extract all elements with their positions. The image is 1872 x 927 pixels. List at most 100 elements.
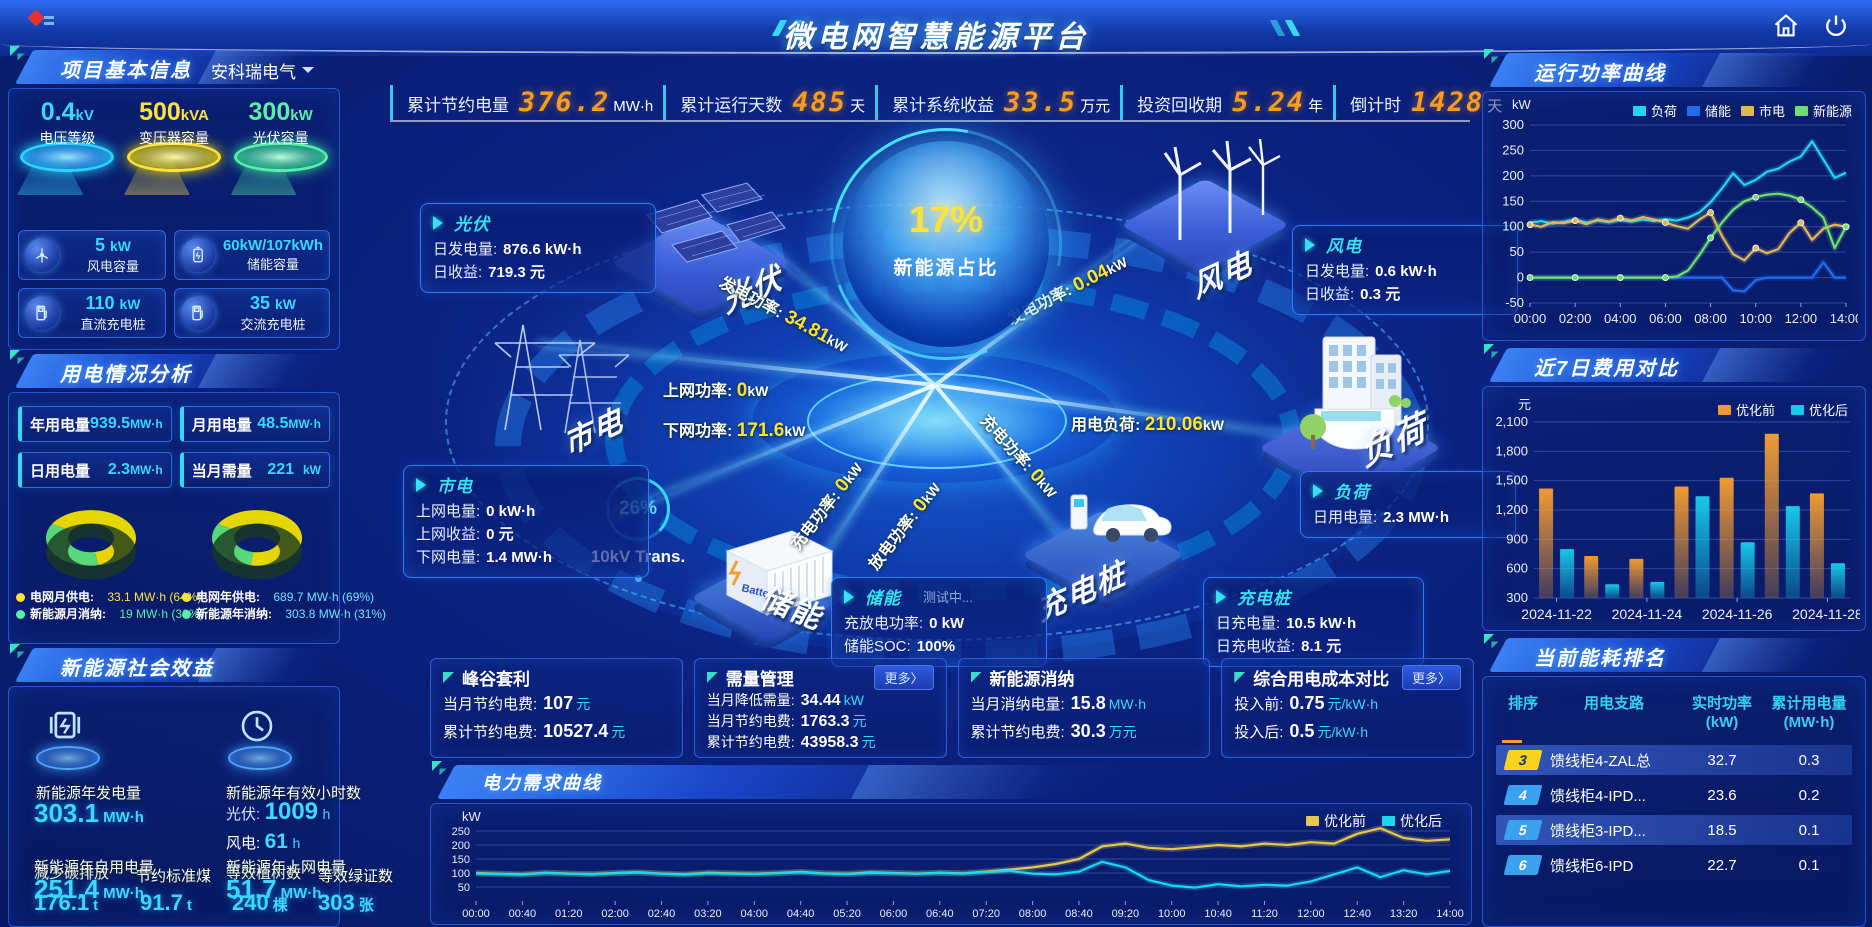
svg-text:06:40: 06:40 <box>926 908 954 920</box>
card-renewable-absorb: 新能源消纳 当月消纳电量: 15.8 MW·h 累计节约电费: 30.3 万元 <box>957 658 1211 758</box>
run-power-chart[interactable]: -50 0 50 100 150 200 250 300 00:00 02:00 04:00 06:0… <box>1482 115 1862 332</box>
flow-feedin-power: 上网功率: 0kW <box>663 380 769 401</box>
panel-corner-icon <box>1484 49 1504 69</box>
svg-text:2024-11-28: 2024-11-28 <box>1792 606 1860 622</box>
microgrid-topology: 光伏 风电 市电 负荷 <box>345 115 1518 667</box>
panel-corner-icon <box>10 350 30 370</box>
stat-transformer-capacity: 500kVA 变压器容量 <box>123 98 224 195</box>
chevron-right-icon <box>844 589 861 604</box>
y-axis-unit: 元 <box>1518 397 1532 412</box>
panel-title: 当前能耗排名 <box>1534 648 1666 670</box>
ev-charger-icon <box>1070 494 1172 542</box>
svg-text:2,100: 2,100 <box>1495 414 1528 429</box>
svg-text:02:00: 02:00 <box>1559 311 1592 326</box>
svg-text:1,800: 1,800 <box>1495 443 1528 458</box>
svg-text:10:00: 10:00 <box>1739 311 1772 326</box>
chevron-right-icon <box>1305 237 1322 252</box>
grid-info-box: 市电 上网电量: 0 kW·h 上网收益: 0 元 下网电量: 1.4 MW·h <box>403 465 649 578</box>
wind-turbines-icon <box>1163 138 1281 240</box>
legend-swatch-before <box>1717 404 1731 415</box>
rank-badge: 3 <box>1503 750 1543 770</box>
card-ac-charger: 35 kW 交流充电桩 <box>173 288 330 338</box>
svg-text:01:20: 01:20 <box>555 908 583 920</box>
page-title: 微电网智慧能源平台 <box>783 21 1089 54</box>
y-axis-unit: kW <box>1512 97 1531 112</box>
brand-logo-icon <box>27 9 56 32</box>
table-row[interactable]: 5 馈线柜3-IPD... 18.5 0.1 <box>1496 815 1852 845</box>
svg-text:150: 150 <box>1502 193 1524 208</box>
clock-pedestal-icon <box>226 706 292 770</box>
label-year-generation: 新能源年发电量 <box>36 785 142 802</box>
home-icon[interactable] <box>1772 12 1800 40</box>
stat-year-usage: 年用电量 939.5MW·h <box>18 406 172 442</box>
cost-compare-chart[interactable]: 300 600 900 1,200 1,500 1,800 2,100 2024-11-22 2… <box>1482 412 1862 629</box>
value-wind-hours: 风电: 61 h <box>226 830 301 853</box>
label-selfuse: 新能源年自用电量 <box>34 859 155 876</box>
panel-usage-analysis: 用电情况分析 年用电量 939.5MW·h 月用电量 48.5MW·h 日用电量 2.… <box>8 350 386 644</box>
svg-text:04:00: 04:00 <box>1604 311 1637 326</box>
chevron-right-icon <box>1313 483 1330 498</box>
label-co2: 减少碳排放 <box>34 865 110 882</box>
card-icon <box>1234 672 1246 683</box>
legend-swatch-after <box>1382 816 1395 826</box>
cost-legend: 优化前 优化后 <box>1717 400 1848 419</box>
kpi-bar: 累计节约电量 376.2 MW·h 累计运行天数 485 天 累计系统收益 33.5 万元 … <box>390 84 1502 122</box>
svg-text:300: 300 <box>1506 590 1528 605</box>
svg-text:06:00: 06:00 <box>1649 311 1682 326</box>
wind-turbine-icon <box>25 238 59 272</box>
label-feedin: 新能源年上网电量 <box>226 859 347 876</box>
svg-text:00:00: 00:00 <box>1514 311 1547 326</box>
stat-month-usage: 月用电量 48.5MW·h <box>179 406 330 442</box>
panel-corner-icon <box>10 46 30 66</box>
svg-text:200: 200 <box>452 840 470 852</box>
svg-text:300: 300 <box>1502 117 1524 132</box>
power-icon[interactable] <box>1822 12 1850 40</box>
svg-text:06:00: 06:00 <box>880 908 908 920</box>
charger-info-box: 充电桩 日充电量: 10.5 kW·h 日充电收益: 8.1 元 <box>1203 577 1424 667</box>
demand-chart[interactable]: 50 100 150 200 250 00:00 00:40 01:20 02:00 02:40 0… <box>432 809 1466 926</box>
table-row[interactable]: 3 馈线柜4-ZAL总 32.7 0.3 <box>1496 745 1852 775</box>
svg-text:10:00: 10:00 <box>1158 908 1186 920</box>
stat-month-demand: 当月需量 221 kW <box>179 452 330 488</box>
load-building-icon <box>1300 336 1411 450</box>
svg-text:100: 100 <box>1502 219 1524 234</box>
company-select[interactable]: 安科瑞电气 <box>211 58 314 83</box>
y-axis-unit: kW <box>462 809 481 824</box>
svg-text:12:40: 12:40 <box>1343 908 1371 920</box>
storage-container-icon: Battery <box>725 530 834 616</box>
scroll-indicator <box>1502 740 1522 743</box>
dc-charger-icon <box>25 296 59 330</box>
svg-text:1,500: 1,500 <box>1495 473 1528 488</box>
panel-title: 项目基本信息 <box>60 60 192 82</box>
card-icon <box>706 672 718 683</box>
svg-text:08:00: 08:00 <box>1019 908 1047 920</box>
svg-text:09:20: 09:20 <box>1112 908 1140 920</box>
panel-energy-ranking: 当前能耗排名 排序 用电支路 实时功率 (kW) 累计用电量 (MW·h) 3 馈线… <box>1482 634 1872 927</box>
panel-title: 近7日费用对比 <box>1534 358 1680 380</box>
svg-text:00:00: 00:00 <box>462 908 490 920</box>
legend-dot-grid <box>182 593 191 602</box>
panel-run-power: 运行功率曲线 kW 负荷 储能 市电 新能源 -50 0 50 100 150 200 25… <box>1482 49 1872 341</box>
panel-title: 运行功率曲线 <box>1534 63 1666 85</box>
svg-text:0: 0 <box>1517 270 1524 285</box>
svg-text:900: 900 <box>1506 531 1528 546</box>
label-coal: 节约标准煤 <box>136 868 212 885</box>
kpi-run-days: 累计运行天数 485 天 <box>663 84 875 120</box>
svg-text:150: 150 <box>452 854 470 866</box>
legend-swatch-grid <box>1740 105 1754 116</box>
flow-offtake-power: 下网功率: 171.6kW <box>663 420 806 441</box>
run-legend: 负荷 储能 市电 新能源 <box>1632 101 1852 120</box>
rank-badge: 6 <box>1503 855 1543 875</box>
svg-text:08:40: 08:40 <box>1065 908 1093 920</box>
panel-corner-icon <box>1484 634 1504 654</box>
table-row[interactable]: 6 馈线柜6-IPD 22.7 0.1 <box>1496 850 1852 880</box>
label-effective-hours: 新能源年有效小时数 <box>226 785 362 802</box>
core-sphere: 17% 新能源占比 <box>843 141 1049 347</box>
more-button[interactable]: 更多〉 <box>874 665 934 690</box>
svg-text:04:00: 04:00 <box>741 908 769 920</box>
card-icon <box>443 672 454 683</box>
stat-pv-capacity: 300kW 光伏容量 <box>230 98 331 195</box>
table-row[interactable]: 4 馈线柜4-IPD... 23.6 0.2 <box>1496 780 1852 810</box>
svg-text:200: 200 <box>1502 168 1524 183</box>
more-button[interactable]: 更多〉 <box>1401 665 1461 690</box>
